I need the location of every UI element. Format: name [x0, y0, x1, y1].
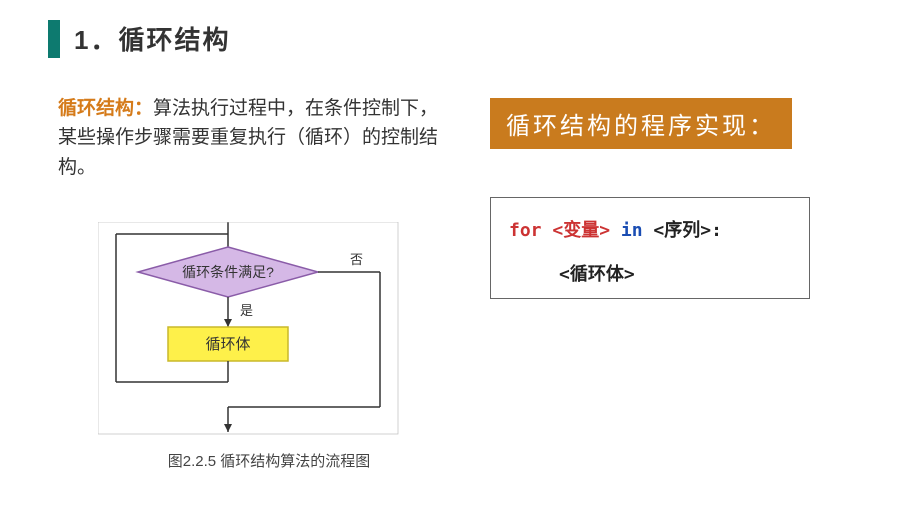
process-label: 循环体 — [205, 336, 250, 353]
code-line-2: <循环体> — [509, 260, 791, 286]
flowchart-container: 循环条件满足? 是 循环体 否 — [98, 222, 440, 471]
definition-term: 循环结构： — [58, 98, 153, 119]
title-bar: 1．循环结构 — [0, 0, 920, 58]
no-label: 否 — [350, 252, 363, 267]
yes-label: 是 — [240, 303, 253, 318]
code-box: for <变量> in <序列>: <循环体> — [490, 197, 810, 299]
flowchart-caption: 图2.2.5 循环结构算法的流程图 — [98, 450, 440, 471]
kw-in: in — [621, 220, 643, 241]
page-title: 1．循环结构 — [74, 20, 230, 57]
right-header: 循环结构的程序实现： — [490, 98, 792, 149]
kw-var: <变量> — [552, 220, 610, 241]
title-accent-bar — [48, 20, 60, 58]
kw-seq: <序列> — [653, 220, 711, 241]
content-row: 循环结构：算法执行过程中，在条件控制下，某些操作步骤需要重复执行（循环）的控制结… — [0, 94, 920, 471]
kw-colon: : — [711, 220, 722, 241]
flowchart-svg: 循环条件满足? 是 循环体 否 — [98, 222, 418, 437]
code-line-1: for <变量> in <序列>: — [509, 216, 791, 242]
kw-body: <循环体> — [559, 264, 635, 285]
definition-paragraph: 循环结构：算法执行过程中，在条件控制下，某些操作步骤需要重复执行（循环）的控制结… — [58, 94, 440, 182]
kw-for: for — [509, 220, 542, 241]
left-column: 循环结构：算法执行过程中，在条件控制下，某些操作步骤需要重复执行（循环）的控制结… — [0, 94, 460, 471]
right-column: 循环结构的程序实现： for <变量> in <序列>: <循环体> — [460, 94, 920, 471]
decision-label: 循环条件满足? — [182, 264, 274, 280]
